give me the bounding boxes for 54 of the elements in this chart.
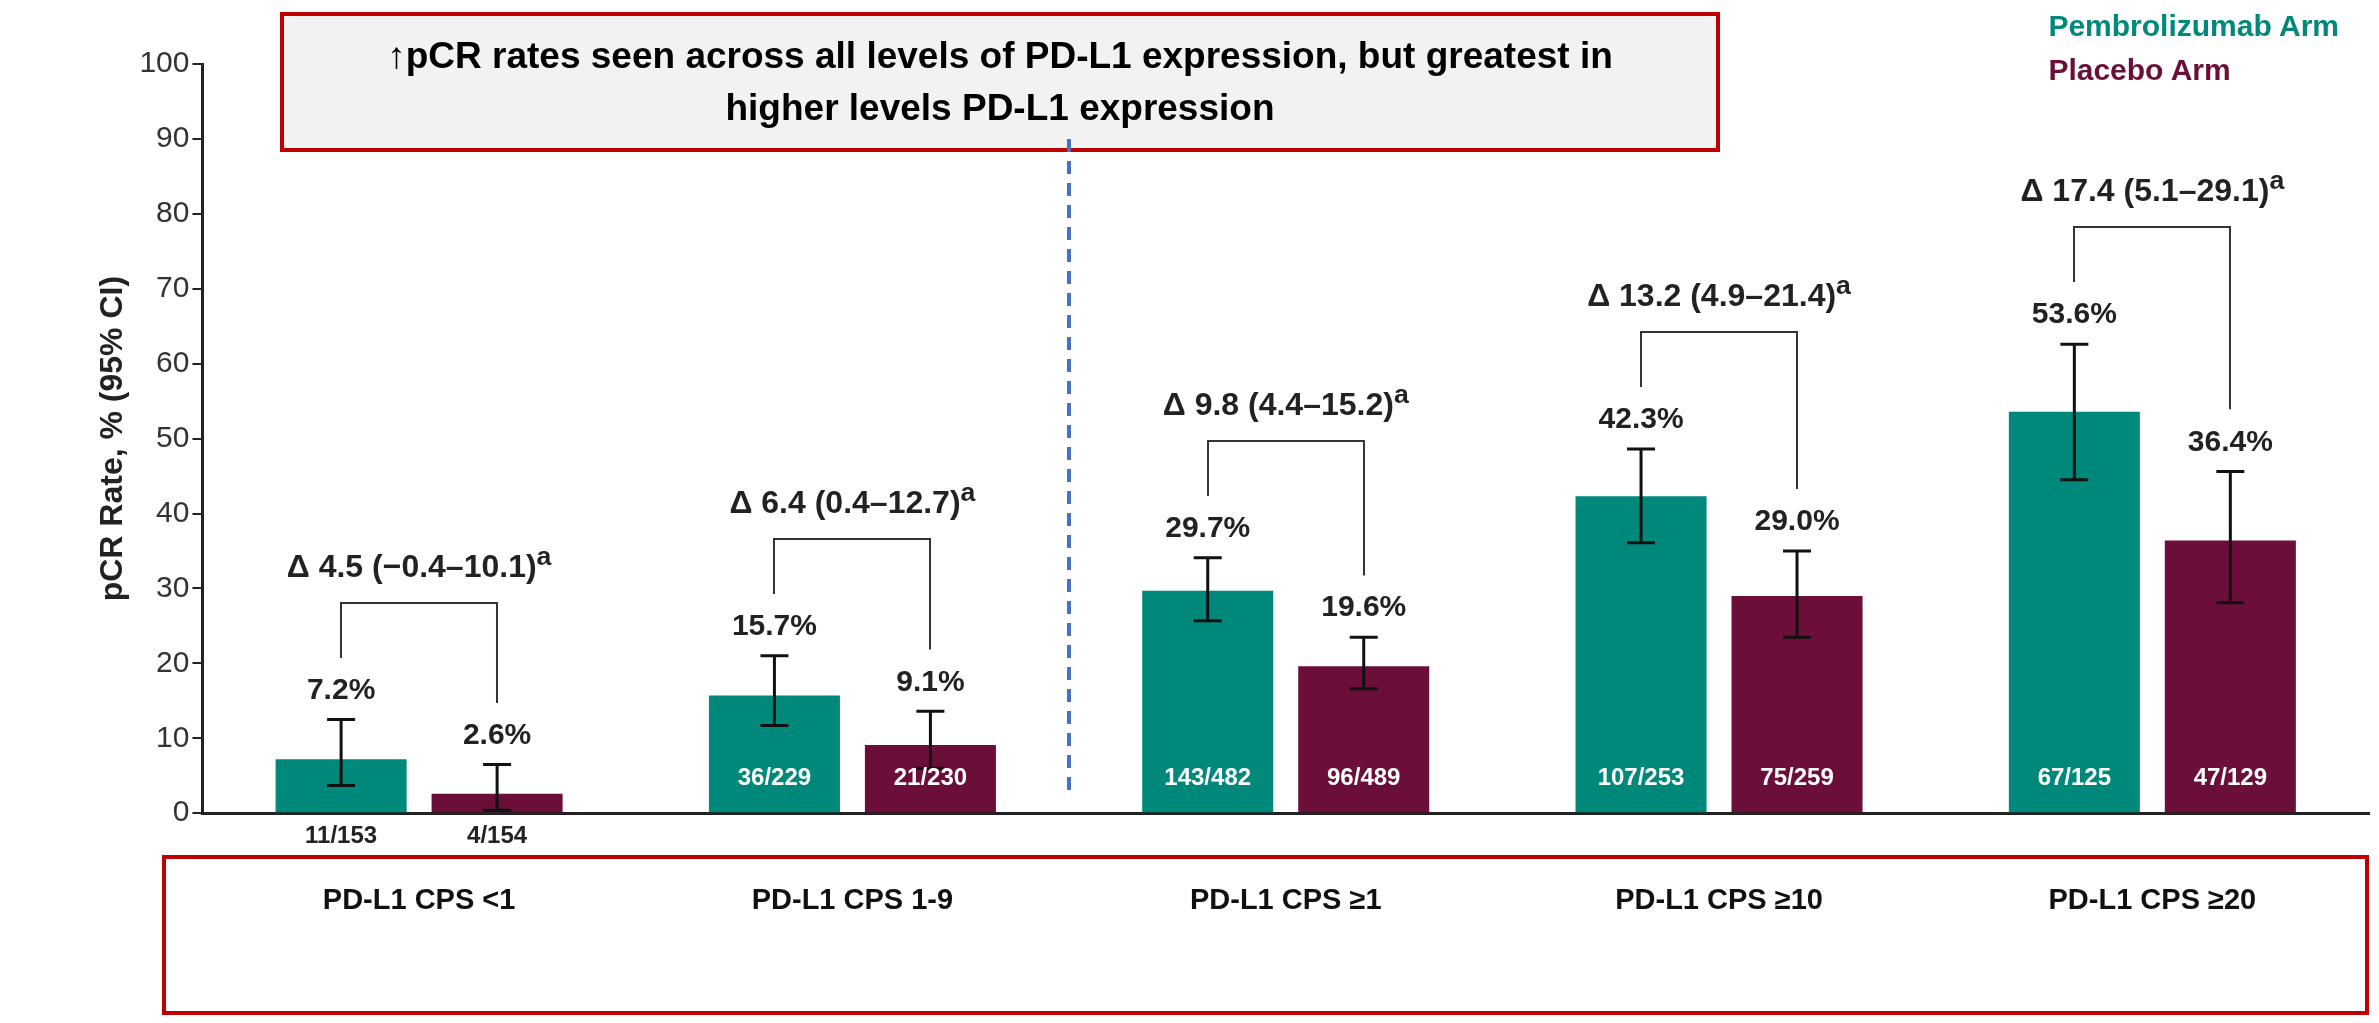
data-label: 29.7%: [1165, 509, 1251, 543]
bar: [1731, 595, 1863, 813]
y-tick-label: 10: [156, 719, 190, 753]
annotation: Δ 6.4 (0.4–12.7)$^{a}$: [728, 476, 977, 521]
annotation: 67/125: [2036, 763, 2113, 792]
data-label: 42.3%: [1598, 401, 1684, 435]
data-label: 53.6%: [2031, 296, 2117, 330]
text: 4/154: [466, 821, 529, 850]
annotation: Δ 4.5 (−0.4–10.1)$^{a}$: [286, 540, 552, 584]
y-tick-label: 70: [156, 270, 190, 304]
annotation: 21/230: [892, 763, 969, 792]
x-tick-label: PD-L1 CPS ≥20: [2048, 882, 2257, 915]
bar: [864, 745, 996, 813]
data-label: 2.6%: [462, 716, 532, 750]
x-tick-label: PD-L1 CPS 1-9: [751, 882, 954, 915]
text: Pembrolizumab Arm: [2048, 8, 2339, 44]
bar: [2008, 411, 2140, 813]
annotation: 36/229: [736, 763, 813, 792]
text: Placebo Arm: [2048, 52, 2232, 88]
y-tick-label: 80: [156, 195, 190, 229]
y-tick-label: 60: [156, 344, 190, 378]
x-tick-label: PD-L1 CPS ≥1: [1189, 882, 1382, 915]
bar: [2164, 540, 2296, 813]
annotation: 143/482: [1163, 763, 1253, 792]
data-label: 36.4%: [2187, 423, 2273, 457]
annotation: 47/129: [2192, 763, 2269, 792]
y-tick-label: 100: [139, 45, 190, 79]
bar: [1298, 666, 1430, 813]
bar: [1142, 590, 1274, 813]
data-label: 15.7%: [731, 608, 817, 642]
bar: [431, 793, 563, 813]
x-tick-label: PD-L1 CPS ≥10: [1615, 882, 1823, 915]
text: 11/153: [304, 821, 379, 850]
bar: [1575, 496, 1707, 813]
annotation: 75/259: [1759, 763, 1835, 792]
y-tick-label: 20: [156, 644, 190, 678]
x-tick-label: PD-L1 CPS <1: [322, 882, 516, 915]
data-label: 19.6%: [1321, 589, 1407, 623]
y-tick-label: 90: [156, 120, 190, 154]
bar: [708, 695, 840, 813]
y-axis-title: pCR Rate, % (95% CI): [93, 275, 130, 602]
annotation: Δ 9.8 (4.4–15.2)$^{a}$: [1161, 378, 1410, 423]
annotation: 107/253: [1596, 763, 1686, 792]
y-tick-label: 0: [172, 794, 190, 828]
annotation: Δ 17.4 (5.1–29.1)$^{a}$: [2019, 165, 2286, 209]
y-tick-label: 40: [156, 494, 190, 528]
bar: [275, 759, 407, 813]
data-label: 9.1%: [896, 663, 965, 697]
data-label: 29.0%: [1754, 503, 1840, 537]
annotation: Δ 13.2 (4.9–21.4)$^{a}$: [1586, 270, 1852, 314]
y-tick-label: 30: [156, 569, 190, 603]
data-label: 7.2%: [306, 671, 376, 705]
y-tick-label: 50: [156, 419, 190, 453]
annotation: 96/489: [1326, 763, 1402, 792]
